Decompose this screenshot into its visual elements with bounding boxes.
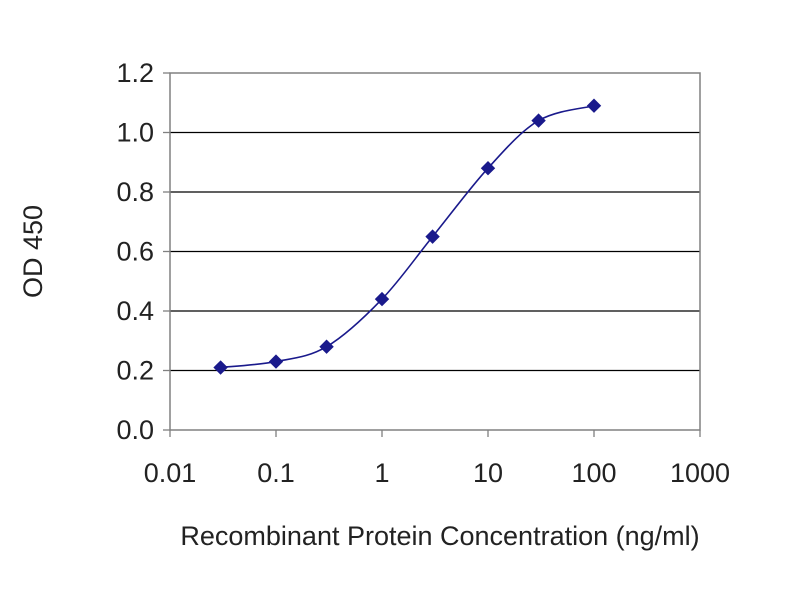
data-point bbox=[586, 98, 602, 113]
x-tick-label: 0.01 bbox=[144, 458, 197, 488]
data-point bbox=[374, 291, 390, 307]
y-axis-title: OD 450 bbox=[18, 205, 48, 298]
data-point bbox=[480, 160, 496, 176]
data-point bbox=[319, 339, 334, 354]
y-tick-label: 0.2 bbox=[116, 356, 154, 386]
series-line bbox=[220, 104, 595, 369]
data-markers bbox=[213, 98, 602, 375]
x-tick-label: 1000 bbox=[670, 458, 730, 488]
series-lines bbox=[220, 104, 595, 369]
x-tick-label: 100 bbox=[571, 458, 616, 488]
y-tick-label: 0.6 bbox=[116, 237, 154, 267]
data-point bbox=[425, 229, 440, 244]
x-tick-label: 1 bbox=[374, 458, 389, 488]
y-tick-label: 0.0 bbox=[116, 415, 154, 445]
y-tick-label: 1.2 bbox=[116, 58, 154, 88]
data-point bbox=[268, 354, 284, 369]
gridlines bbox=[170, 131, 700, 372]
tick-marks bbox=[163, 72, 701, 437]
data-point bbox=[213, 360, 228, 375]
y-tick-label: 1.0 bbox=[116, 118, 154, 148]
tick-labels: 0.0 0.2 0.4 0.6 0.8 1.0 1.2 0.01 0.1 1 10 100 1000 bbox=[116, 58, 730, 488]
y-tick-label: 0.8 bbox=[116, 177, 154, 207]
data-point bbox=[531, 113, 546, 128]
y-tick-label: 0.4 bbox=[116, 296, 154, 326]
x-tick-label: 0.1 bbox=[257, 458, 295, 488]
x-tick-label: 10 bbox=[473, 458, 503, 488]
x-axis-title: Recombinant Protein Concentration (ng/ml… bbox=[180, 521, 699, 551]
